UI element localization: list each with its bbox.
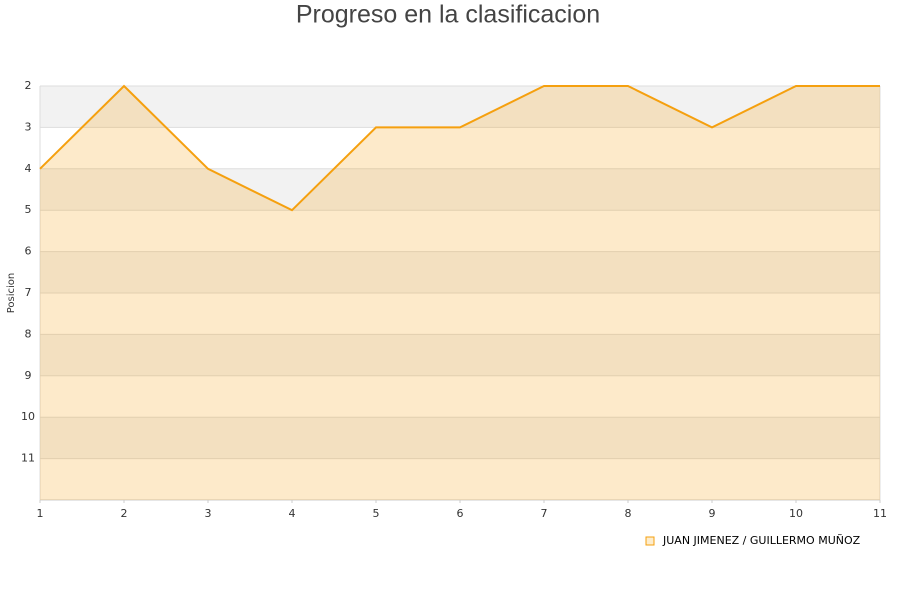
plot-band [40, 210, 880, 252]
plot-band [40, 375, 880, 418]
y-tick-label: 9 [25, 369, 32, 382]
y-tick-label: 4 [25, 162, 32, 175]
y-tick-label: 11 [21, 452, 35, 465]
y-tick-label: 10 [21, 410, 35, 423]
x-tick-label: 3 [205, 507, 212, 520]
x-tick-label: 11 [873, 507, 887, 520]
legend-swatch [645, 536, 655, 546]
x-tick-label: 2 [121, 507, 128, 520]
legend-label: JUAN JIMENEZ / GUILLERMO MUÑOZ [662, 534, 861, 547]
area [40, 86, 880, 500]
plot-band [40, 86, 880, 128]
y-tick-label: 2 [25, 79, 32, 92]
x-tick-label: 5 [373, 507, 380, 520]
y-tick-label: 5 [25, 203, 32, 216]
y-tick-label: 3 [25, 120, 32, 133]
plot-band [40, 293, 880, 335]
y-tick-label: 8 [25, 327, 32, 340]
line [39, 84, 880, 212]
x-tick-label: 7 [541, 507, 548, 520]
y-tick-label: 7 [25, 286, 32, 299]
chart-title: Progreso en la clasificacion [296, 1, 600, 29]
plot-band [40, 168, 880, 211]
x-tick-label: 8 [625, 507, 632, 520]
plot-band [40, 251, 880, 293]
x-tick-label: 9 [709, 507, 716, 520]
x-tick-label: 4 [289, 507, 296, 520]
x-tick-label: 1 [37, 507, 44, 520]
x-tick-label: 10 [789, 507, 803, 520]
y-tick-label: 6 [25, 245, 32, 258]
y-axis-label: Posicion [6, 273, 17, 314]
plot-band [40, 127, 880, 169]
x-tick-label: 6 [457, 507, 464, 520]
plot-band [40, 458, 880, 500]
plot-band [40, 334, 880, 376]
plot-band [40, 417, 880, 459]
